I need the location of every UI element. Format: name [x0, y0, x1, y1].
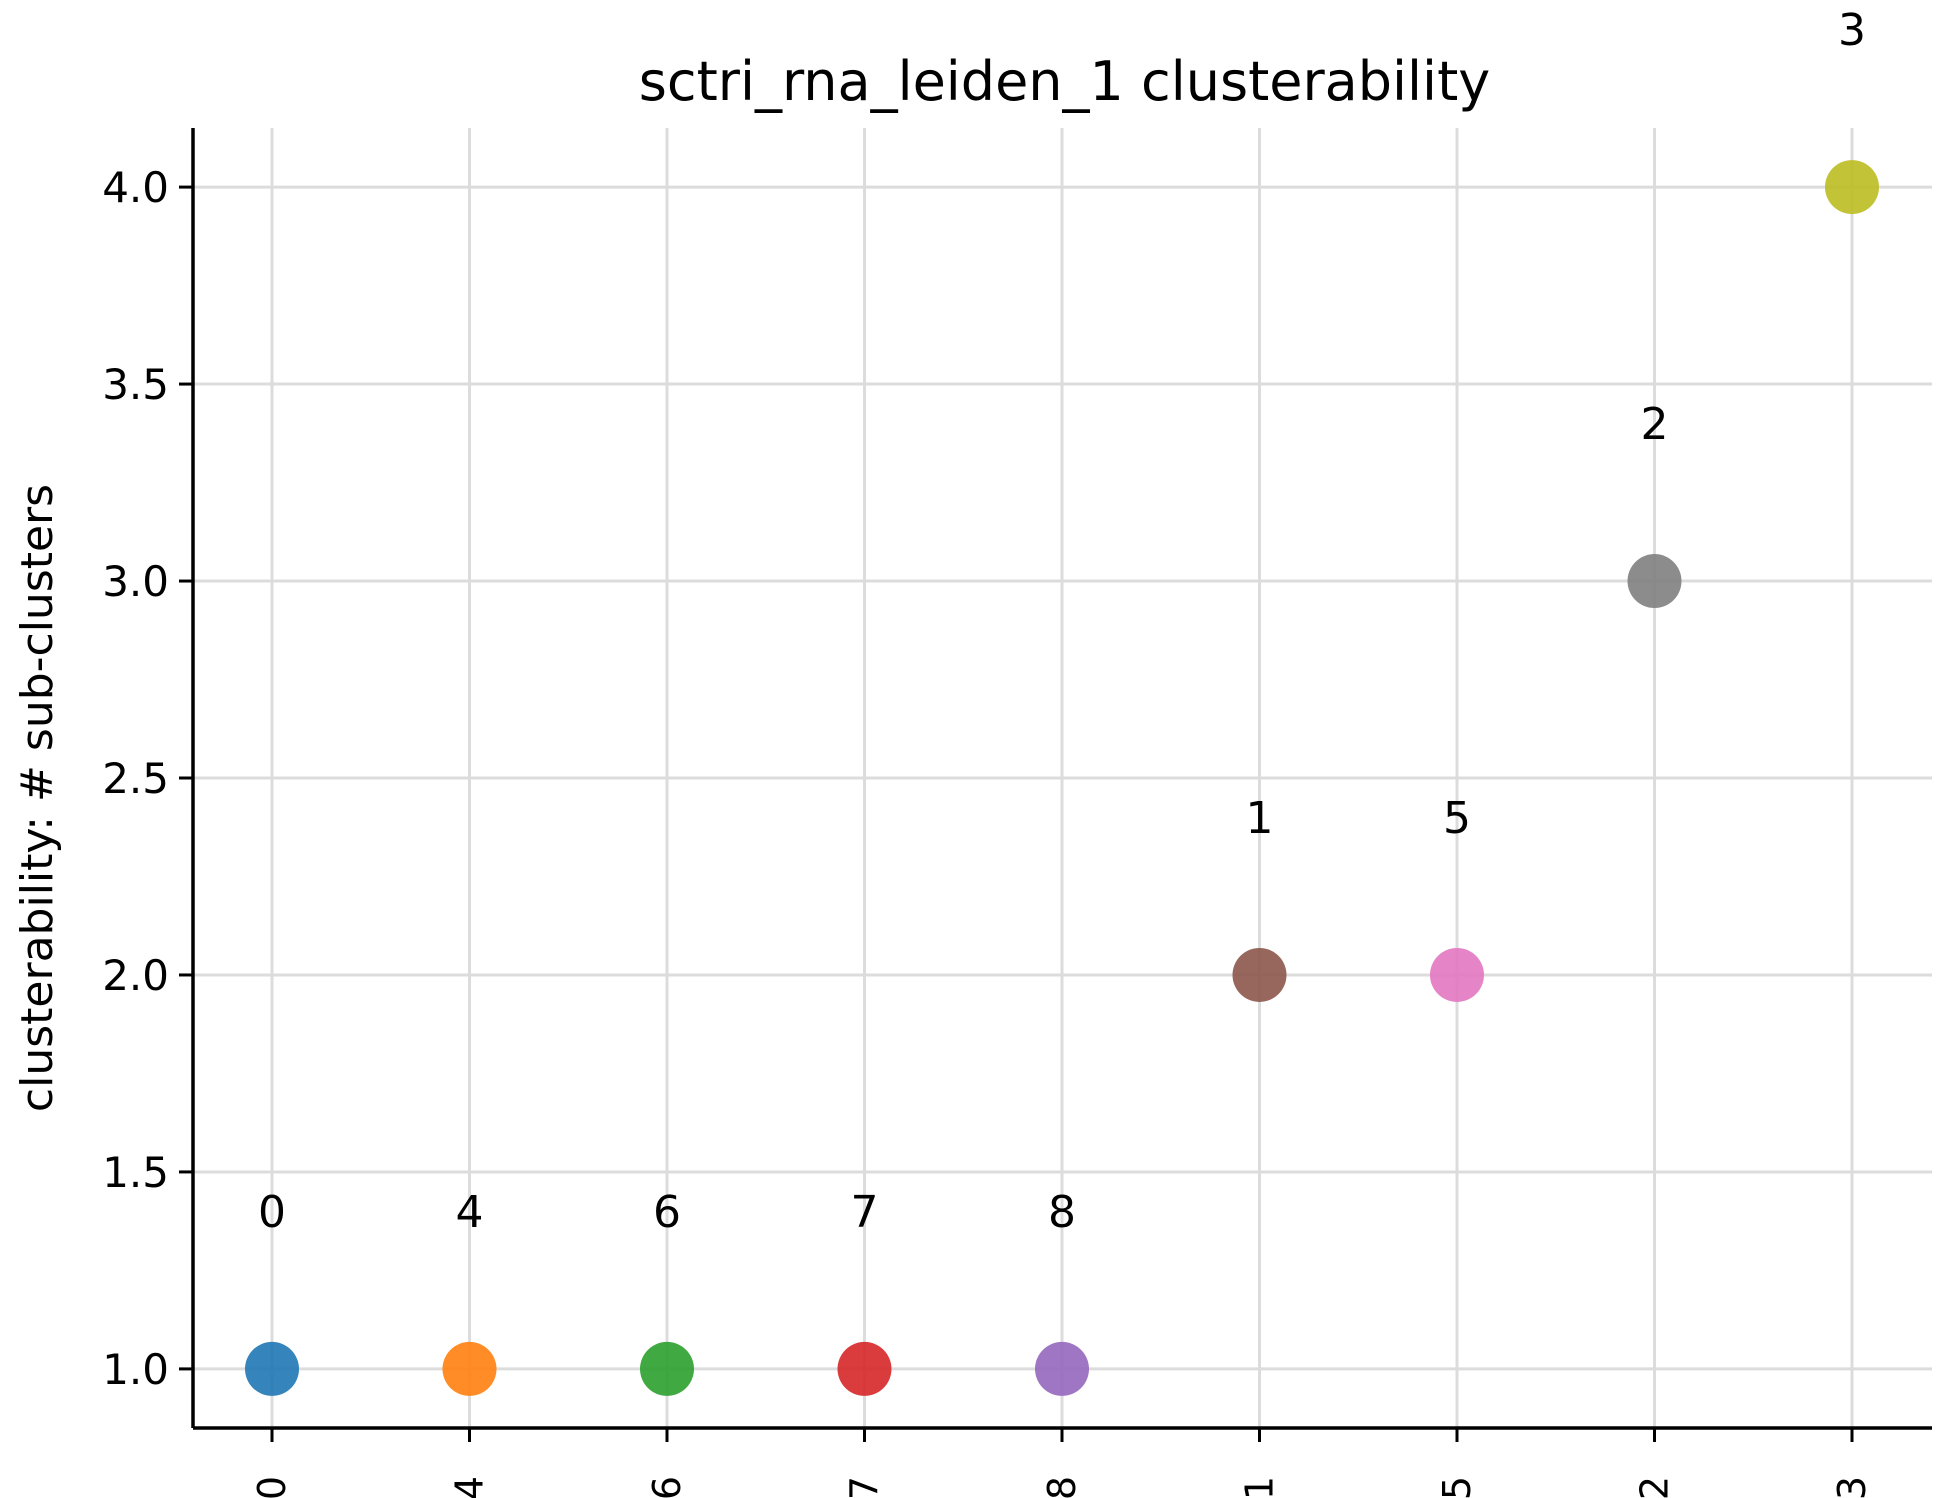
y-tick-label: 3.5 [102, 360, 169, 409]
grid-layer [193, 128, 1932, 1428]
data-point [1035, 1341, 1089, 1396]
x-tick-label: 7 [843, 1476, 887, 1498]
y-tick-label: 4.0 [102, 163, 169, 212]
data-point [442, 1341, 497, 1396]
y-tick-label: 2.5 [102, 754, 169, 803]
x-tick-label: 4 [448, 1476, 492, 1498]
data-point [1627, 554, 1682, 609]
point-label: 5 [1443, 793, 1471, 844]
x-tick-layer: 0 4 6 7 8 1 5 2 3 [250, 1428, 1874, 1498]
y-tick-label: 1.5 [102, 1148, 169, 1197]
data-point [1825, 160, 1879, 215]
x-tick-label: 6 [645, 1476, 689, 1498]
point-layer [245, 160, 1879, 1396]
x-tick-label: 5 [1435, 1476, 1479, 1498]
point-label: 2 [1641, 399, 1669, 450]
y-axis-label: clusterability: # sub-clusters [12, 484, 63, 1112]
data-point [837, 1341, 892, 1396]
data-point [245, 1341, 299, 1396]
y-tick-layer: 1.0 1.5 2.0 2.5 3.0 3.5 4.0 [102, 163, 193, 1394]
data-point [1430, 947, 1484, 1002]
y-tick-label: 3.0 [102, 557, 169, 606]
point-label: 7 [851, 1187, 879, 1238]
point-label: 4 [456, 1187, 484, 1238]
x-tick-label: 2 [1633, 1476, 1677, 1498]
point-label: 3 [1838, 5, 1866, 56]
x-tick-label: 3 [1830, 1476, 1874, 1498]
x-tick-label: 0 [250, 1476, 294, 1498]
point-label-layer: 0 4 6 7 8 1 5 2 3 [258, 5, 1866, 1238]
y-tick-label: 1.0 [102, 1345, 169, 1394]
point-label: 8 [1048, 1187, 1076, 1238]
y-tick-label: 2.0 [102, 951, 169, 1000]
x-tick-label: 1 [1238, 1476, 1282, 1498]
data-point [1232, 947, 1287, 1002]
chart-title: sctri_rna_leiden_1 clusterability [639, 50, 1490, 113]
point-label: 1 [1246, 793, 1274, 844]
point-label: 0 [258, 1187, 286, 1238]
data-point [640, 1341, 694, 1396]
x-tick-label: 8 [1040, 1476, 1084, 1498]
point-label: 6 [653, 1187, 681, 1238]
